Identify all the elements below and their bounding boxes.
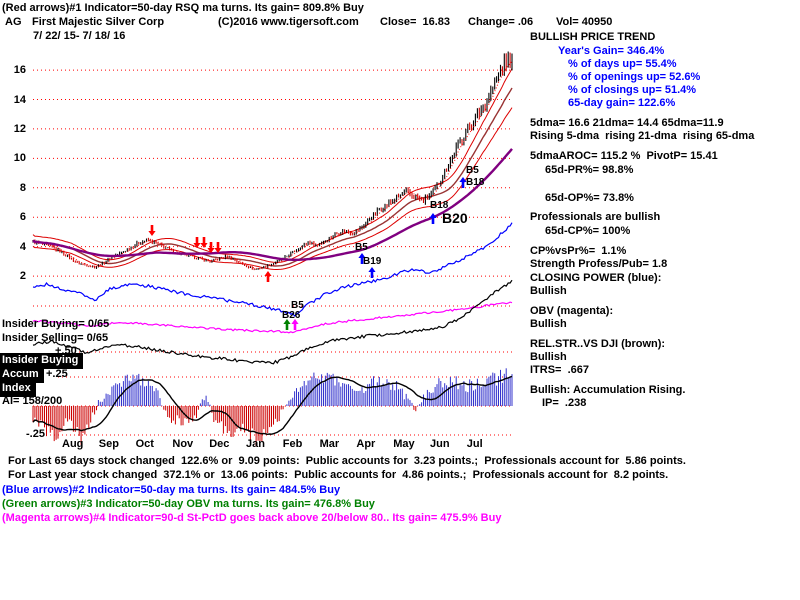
right-panel-line: CP%vsPr%= 1.1% [530,245,627,257]
right-panel-line: REL.STR..VS DJI (brown): [530,338,666,350]
y-axis-label: 8 [19,181,26,194]
title-segment: Change= .06 [468,16,534,28]
accumulation-ma-line [32,375,513,436]
relative-strength-line [32,279,513,365]
x-axis-label: May [393,438,415,450]
x-axis-label: Nov [172,438,194,450]
right-panel-line: Year's Gain= 346.4% [558,45,665,57]
closing-power-line [32,222,513,317]
right-panel-line: Professionals are bullish [530,211,661,223]
right-panel-line: Bullish [530,318,567,330]
signal-annotation: B18 [430,200,449,211]
y-axis-label: 14 [13,93,26,106]
x-axis-label: Jul [466,438,483,450]
right-panel-line: Bullish: Accumulation Rising. [530,384,686,396]
accumulation-histogram [32,368,513,447]
right-panel-line: 65d-OP%= 73.8% [545,192,634,204]
chart-side-label: Insider Buying= 0/65 [2,318,110,330]
candlesticks [32,51,513,271]
footer-line: For Last 65 days stock changed 122.6% or… [8,455,686,467]
footer-line: (Blue arrows)#2 Indicator=50-day ma turn… [2,484,341,496]
right-panel-line: 65-day gain= 122.6% [568,97,676,109]
x-axis-label: Aug [62,438,84,450]
price-bands [32,68,513,270]
chart-side-label: +.25 [46,368,68,380]
right-panel-line: 65d-CP%= 100% [545,225,631,237]
right-panel-line: 5dma= 16.6 21dma= 14.4 65dma=11.9 [530,117,724,129]
right-panel-line: Bullish [530,285,567,297]
signal-annotation: B5 [291,300,304,311]
title-segment: (C)2016 www.tigersoft.com [218,16,359,28]
title-segment: AG [5,16,22,28]
right-panel-line: Bullish [530,351,567,363]
right-panel-line: 5dmaAROC= 115.2 % PivotP= 15.41 [530,150,718,162]
x-axis-label: Oct [135,438,154,450]
signal-annotation: B19 [363,256,382,267]
right-panel-line: % of closings up= 51.4% [568,84,697,96]
y-axis-label: 6 [19,211,26,224]
x-axis-label: Sep [98,438,119,450]
right-panel-line: ITRS= .667 [530,364,590,376]
y-axis-label: 4 [19,240,26,253]
right-panel-line: CLOSING POWER (blue): [530,272,662,284]
right-panel-line: Strength Profess/Pub= 1.8 [530,258,668,270]
y-axis-label: 16 [13,64,26,77]
x-axis-label: Jun [430,438,450,450]
indicator1-signal-line: (Red arrows)#1 Indicator=50-day RSQ ma t… [2,2,364,14]
title-segment: Vol= 40950 [556,16,613,28]
x-axis-label: Apr [356,438,376,450]
signal-arrows [148,177,467,330]
right-panel-line: OBV (magenta): [530,305,614,317]
right-panel-line: % of days up= 55.4% [568,58,677,70]
signal-annotation: B18 [466,177,485,188]
inverted-label: Accum [0,367,44,383]
x-axis-label: Jan [246,438,265,450]
footer-line: (Green arrows)#3 Indicator=50-day OBV ma… [2,498,375,510]
right-panel-line: BULLISH PRICE TREND [530,31,656,43]
signal-annotation: B5 [355,242,368,253]
y-axis-label: 12 [13,122,26,135]
chart-side-label: AI= 158/200 [2,395,63,407]
chart-side-label: -.25 [26,428,45,440]
footer-line: (Magenta arrows)#4 Indicator=90-d St-Pct… [2,512,502,524]
title-segment: First Majestic Silver Corp [32,16,165,28]
right-panel-line: 65d-PR%= 98.8% [545,164,634,176]
signal-annotation: B20 [442,210,468,226]
signal-annotation: B26 [282,310,301,321]
right-panel-line: Rising 5-dma rising 21-dma rising 65-dma [530,130,755,142]
y-axis-label: 10 [13,152,26,165]
grid-lines [33,69,512,436]
inverted-label: Index [0,381,36,397]
obv-line [32,301,513,334]
x-axis-label: Dec [209,438,230,450]
right-panel-line: % of openings up= 52.6% [568,71,701,83]
right-panel-line: IP= .238 [542,397,587,409]
footer-line: For Last year stock changed 372.1% or 13… [8,469,669,481]
signal-annotation: B5 [466,165,479,176]
x-axis-label: Mar [319,438,340,450]
title-segment: Close= 16.83 [380,16,451,28]
date-range: 7/ 22/ 15- 7/ 18/ 16 [33,30,126,42]
x-axis-label: Feb [282,438,303,450]
y-axis-label: 2 [19,270,26,283]
chart-side-label: Insider Selling= 0/65 [2,332,109,344]
inverted-label: Insider Buying [0,353,84,369]
